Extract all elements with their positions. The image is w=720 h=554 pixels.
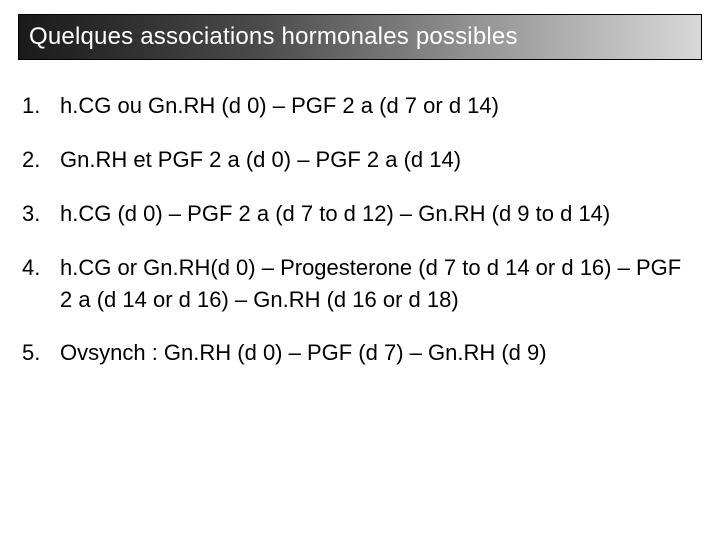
- list-container: h.CG ou Gn.RH (d 0) – PGF 2 a (d 7 or d …: [22, 90, 698, 369]
- list-item: h.CG (d 0) – PGF 2 a (d 7 to d 12) – Gn.…: [22, 198, 698, 230]
- header-bar: Quelques associations hormonales possibl…: [18, 14, 702, 60]
- page-title: Quelques associations hormonales possibl…: [29, 23, 691, 51]
- list-item: Ovsynch : Gn.RH (d 0) – PGF (d 7) – Gn.R…: [22, 337, 698, 369]
- list-item: h.CG or Gn.RH(d 0) – Progesterone (d 7 t…: [22, 252, 698, 316]
- list-item: h.CG ou Gn.RH (d 0) – PGF 2 a (d 7 or d …: [22, 90, 698, 122]
- hormone-list: h.CG ou Gn.RH (d 0) – PGF 2 a (d 7 or d …: [22, 90, 698, 369]
- list-item: Gn.RH et PGF 2 a (d 0) – PGF 2 a (d 14): [22, 144, 698, 176]
